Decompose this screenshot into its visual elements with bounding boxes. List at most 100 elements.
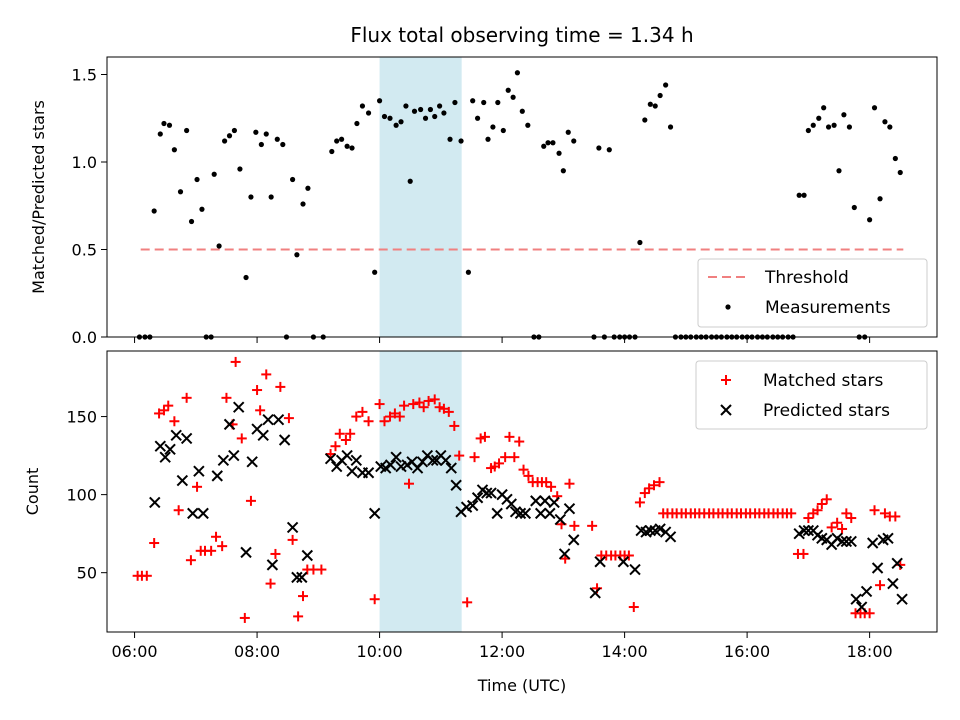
matched-star-point <box>628 602 639 613</box>
measurement-point <box>294 252 300 258</box>
matched-star-point <box>479 431 490 442</box>
predicted-star-point <box>187 507 199 520</box>
predicted-star-point <box>544 507 556 520</box>
legend-measurements-label: Measurements <box>765 298 891 318</box>
top-highlight-span <box>379 57 462 337</box>
predicted-star-point <box>246 456 258 468</box>
measurement-point <box>810 122 816 128</box>
matched-star-point <box>211 531 222 542</box>
measurement-point <box>305 185 311 191</box>
predicted-star-point <box>654 523 666 535</box>
matched-stars-points <box>132 356 906 623</box>
measurement-point <box>194 176 200 183</box>
measurement-point <box>637 239 643 246</box>
matched-star-point <box>255 405 266 416</box>
predicted-star-point <box>154 440 166 452</box>
matched-star-point <box>270 548 281 559</box>
matched-star-point <box>803 513 814 524</box>
matched-star-point <box>826 522 837 533</box>
measurement-point <box>525 122 531 128</box>
predicted-star-point <box>180 432 193 445</box>
chart-title: Flux total observing time = 1.34 h <box>350 23 693 47</box>
measurement-point <box>465 269 472 275</box>
matched-star-point <box>221 392 232 403</box>
measurement-point <box>897 169 903 176</box>
predicted-star-point <box>534 507 547 520</box>
predicted-star-point <box>197 507 209 520</box>
matched-star-point <box>569 520 580 531</box>
bottom-legend: Matched stars Predicted stars <box>695 360 928 430</box>
measurement-point <box>452 99 458 106</box>
predicted-star-point <box>548 496 560 509</box>
top-axes-frame <box>106 56 938 338</box>
predicted-star-point <box>887 577 899 590</box>
matched-star-point <box>523 470 534 481</box>
matched-star-point <box>443 406 454 417</box>
predicted-star-point <box>301 549 314 562</box>
measurement-point <box>470 98 476 104</box>
measurement-point <box>280 141 286 148</box>
measurement-point <box>882 119 888 125</box>
matched-star-point <box>518 464 529 475</box>
matched-star-point <box>141 570 152 581</box>
matched-star-point <box>217 541 228 552</box>
measurement-point <box>447 136 453 142</box>
predicted-star-point <box>384 459 397 471</box>
predicted-star-point <box>519 507 532 520</box>
bottom-axes-frame <box>106 350 938 633</box>
matched-star-point <box>173 505 184 516</box>
matched-star-point <box>821 494 832 505</box>
predicted-star-point <box>278 434 291 446</box>
matched-star-point <box>634 497 645 508</box>
x-axis-label: Time (UTC) <box>477 676 566 695</box>
measurement-point <box>851 204 857 211</box>
measurement-point <box>825 124 832 130</box>
predicted-star-point <box>159 451 171 463</box>
predicted-star-point <box>485 487 497 499</box>
matched-star-point <box>206 545 217 556</box>
bottom-panel: 50 100 150 06:00 08:00 10:00 12:00 14:00 16:00 18… <box>23 350 938 695</box>
measurement-point <box>831 122 837 128</box>
matched-star-point <box>163 400 174 411</box>
predicted-star-point <box>272 413 285 426</box>
matched-star-point <box>357 406 368 417</box>
measurement-point <box>485 136 491 142</box>
legend-predicted-swatch <box>720 404 732 416</box>
measurement-point <box>892 155 898 162</box>
measurement-point <box>437 103 443 109</box>
matched-star-point <box>275 381 286 392</box>
measurement-point <box>642 117 648 123</box>
predicted-star-point <box>350 454 363 466</box>
measurement-point <box>427 106 434 113</box>
xtick-label: 06:00 <box>112 642 158 661</box>
measurement-point <box>500 127 506 134</box>
measurement-point <box>359 103 366 109</box>
predicted-star-point <box>217 454 230 466</box>
bottom-legend-box <box>695 360 928 430</box>
measurement-point <box>877 196 883 202</box>
measurement-point <box>188 218 195 225</box>
measurement-point <box>836 168 842 174</box>
measurement-point <box>231 127 238 134</box>
matched-star-point <box>541 477 552 488</box>
matched-star-point <box>890 511 901 522</box>
predicted-star-point <box>440 454 452 466</box>
measurement-point <box>647 101 653 107</box>
matched-star-point <box>846 513 857 524</box>
xtick-label: 12:00 <box>479 642 525 661</box>
predicted-star-point <box>845 535 857 548</box>
top-ytick-label: 1.0 <box>72 153 97 172</box>
matched-star-point <box>330 441 341 452</box>
matched-star-point <box>841 508 852 519</box>
bottom-highlight-span <box>379 351 462 632</box>
measurement-point <box>867 217 873 223</box>
measurement-point <box>300 201 306 207</box>
measurement-point <box>211 171 217 177</box>
measurement-point <box>490 124 496 130</box>
predicted-star-point <box>896 593 908 605</box>
predicted-star-point <box>346 465 358 477</box>
measurement-point <box>519 108 525 114</box>
predicted-star-point <box>296 571 308 584</box>
measurement-point <box>801 192 807 198</box>
matched-star-point <box>374 399 385 410</box>
